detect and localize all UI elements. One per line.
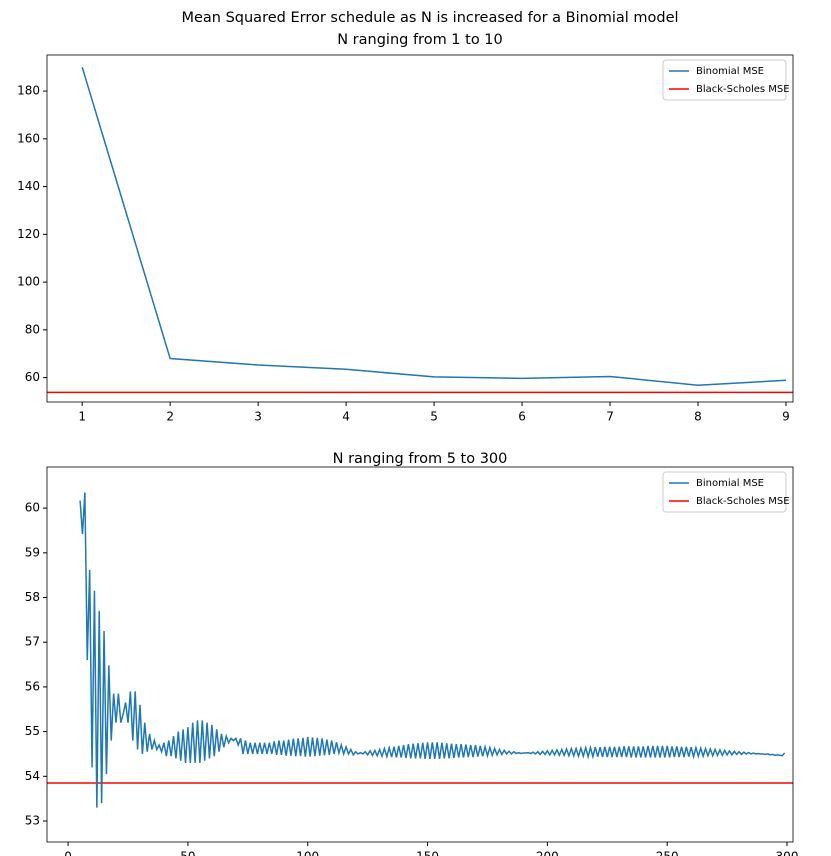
chart-title: N ranging from 5 to 300 [333,451,508,467]
x-tick-label: 4 [342,410,350,424]
y-tick-label: 60 [25,501,40,515]
x-tick-label: 1 [78,410,86,424]
plot-area [47,66,793,394]
x-tick-label: 7 [606,410,614,424]
y-tick-label: 160 [17,131,40,145]
y-tick-label: 60 [25,370,40,384]
y-tick-label: 56 [25,679,40,693]
x-tick-label: 50 [180,850,195,856]
y-tick-label: 180 [17,84,40,98]
plot-area [47,492,793,808]
x-tick-label: 5 [430,410,438,424]
legend-label: Black-Scholes MSE [696,496,790,507]
data-line [79,492,786,808]
axes-frame [46,466,794,843]
x-tick-label: 250 [656,850,679,856]
legend-box [662,471,787,513]
y-tick-label: 59 [25,545,40,559]
axes-frame [46,54,794,403]
x-tick-label: 2 [166,410,174,424]
y-tick-label: 120 [17,227,40,241]
y-tick-label: 53 [25,813,40,827]
x-tick-label: 9 [782,410,790,424]
x-tick-label: 8 [694,410,702,424]
x-tick-label: 3 [254,410,262,424]
x-tick-label: 6 [518,410,526,424]
chart-title: N ranging from 1 to 10 [337,32,503,48]
y-tick-label: 140 [17,179,40,193]
x-tick-label: 100 [296,850,319,856]
legend-label: Binomial MSE [696,478,764,489]
x-tick-label: 200 [536,850,559,856]
x-tick-label: 300 [776,850,799,856]
legend-label: Black-Scholes MSE [696,84,790,95]
figure-title: Mean Squared Error schedule as N is incr… [181,10,678,26]
y-tick-label: 54 [25,769,40,783]
y-tick-label: 55 [25,724,40,738]
legend-label: Binomial MSE [696,66,764,77]
y-tick-label: 80 [25,322,40,336]
y-tick-label: 57 [25,635,40,649]
x-tick-label: 150 [416,850,439,856]
x-tick-label: 0 [64,850,72,856]
legend-box [662,59,787,101]
y-tick-label: 58 [25,590,40,604]
y-tick-label: 100 [17,275,40,289]
data-line [81,66,787,387]
